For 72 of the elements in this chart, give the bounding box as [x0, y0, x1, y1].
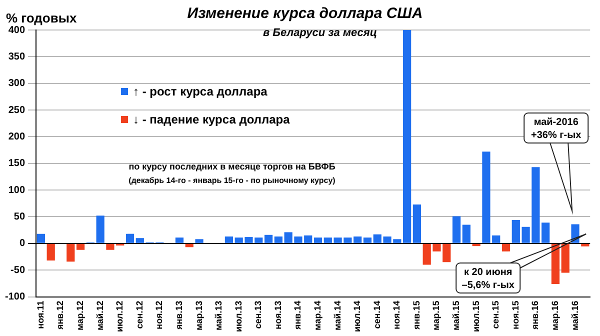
x-tick-label: янв.16 [530, 300, 540, 330]
x-tick-label: ноя.13 [272, 300, 283, 330]
bar [264, 234, 273, 243]
bar [36, 234, 46, 243]
bar [274, 236, 282, 243]
y-tick-label: 200 [8, 131, 26, 142]
x-tick-label: мар.16 [550, 300, 560, 330]
x-tick-label: май.13 [214, 300, 224, 330]
bar [66, 244, 75, 262]
legend-label: ↑ - рост курса доллара [133, 84, 268, 98]
x-tick-label: май.14 [332, 300, 342, 330]
bar [314, 238, 322, 243]
bar [96, 216, 104, 243]
bar [76, 244, 85, 250]
x-tick-label: янв.15 [411, 300, 422, 330]
x-tick-label: янв.13 [174, 300, 184, 330]
annotation: к 20 июня –5,6% г-ых [462, 266, 515, 291]
bar [126, 234, 134, 243]
x-tick-label: май.16 [570, 300, 580, 330]
y-tick-label: 100 [8, 184, 26, 196]
bar [185, 244, 194, 248]
x-tick-label: июл.12 [114, 300, 125, 332]
x-tick-label: сен.12 [134, 300, 144, 329]
bar [542, 222, 550, 243]
chart-subtitle: в Беларуси за месяц [262, 27, 378, 40]
bar [224, 236, 234, 243]
annotation: май-2016 +36% г-ых [530, 116, 582, 141]
y-tick-label: 400 [8, 24, 26, 36]
x-tick-label: сен.14 [372, 300, 382, 329]
bar [363, 238, 372, 243]
y-tick-label: 300 [8, 78, 26, 90]
x-tick-label: сен.15 [490, 300, 501, 329]
y-tick-label: 250 [8, 104, 26, 116]
bar [175, 238, 184, 243]
x-tick-label: ноя.14 [392, 300, 402, 330]
x-tick-label: май.12 [94, 300, 105, 330]
y-axis-title: % годовых [6, 10, 78, 26]
x-tick-label: май.15 [451, 300, 462, 330]
legend-label: ↓ - падение курса доллара [133, 112, 290, 126]
annotation: (декабрь 14-го - январь 15-го - по рыночному курсу) [128, 176, 336, 186]
x-tick-label: ноя.15 [510, 300, 520, 330]
annotation: по курсу последних в месяце торгов на БВФБ [128, 161, 336, 172]
bar [561, 244, 570, 273]
bar [581, 244, 590, 246]
y-tick-label: 0 [19, 238, 26, 250]
bar [472, 244, 480, 246]
x-tick-label: ноя.11 [35, 300, 46, 329]
bar [502, 244, 510, 252]
y-tick-label: 350 [8, 51, 26, 62]
chart-title: Изменение курса доллара США [187, 5, 423, 22]
y-tick-label: -100 [5, 292, 26, 303]
x-tick-label: ноя.12 [154, 300, 164, 330]
y-tick-label: 150 [8, 158, 26, 170]
x-tick-label: мар.14 [312, 300, 322, 330]
bar [462, 224, 470, 243]
x-tick-label: сен.13 [253, 300, 264, 329]
bar [412, 204, 422, 243]
bar [452, 216, 461, 243]
y-tick-label: 50 [14, 211, 26, 222]
bar [46, 244, 55, 260]
x-tick-label: мар.12 [75, 300, 86, 330]
x-tick-label: июл.15 [470, 300, 481, 332]
bar [551, 244, 560, 284]
x-tick-label: июл.14 [352, 300, 362, 332]
x-tick-label: мар.15 [431, 300, 442, 330]
x-tick-label: июл.13 [233, 300, 244, 332]
x-tick-label: мар.13 [194, 300, 204, 330]
x-tick-label: янв.12 [55, 300, 66, 330]
x-tick-label: янв.14 [292, 300, 303, 330]
bar [403, 30, 412, 243]
y-tick-label: -50 [10, 264, 26, 276]
bar [195, 239, 204, 243]
